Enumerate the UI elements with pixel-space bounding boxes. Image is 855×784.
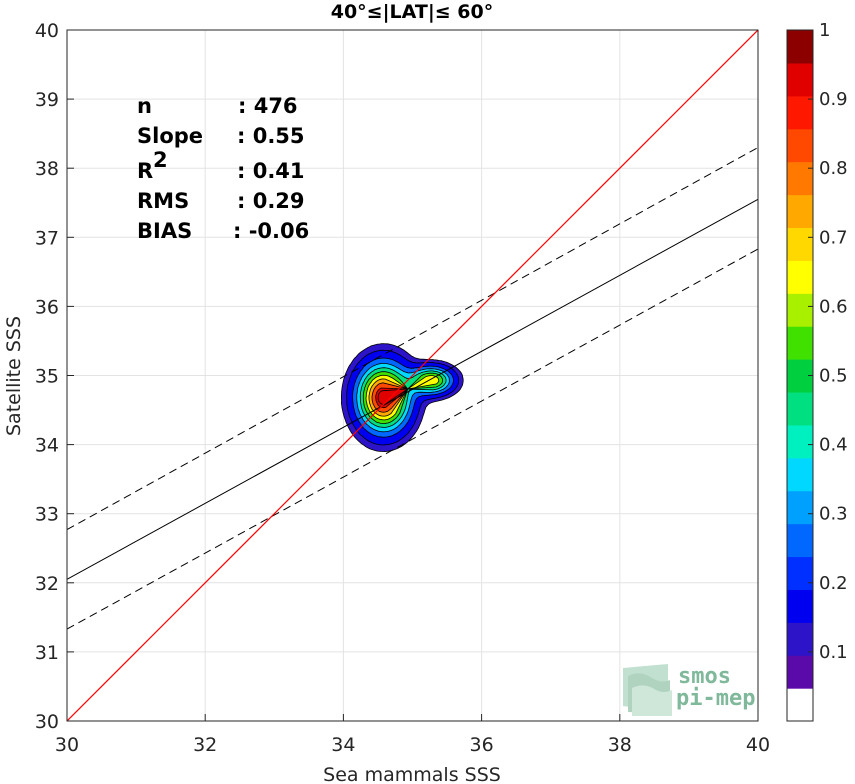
stat-label: Slope <box>137 124 203 148</box>
smos-pimep-logo: smos pi-mep <box>623 664 755 716</box>
stats-box: n : 476 Slope : 0.55 R 2 : 0.41 RMS : 0.29 BIAS : … <box>137 94 309 243</box>
y-tick-label: 38 <box>35 158 59 180</box>
colorbar-tick-label: 0.4 <box>819 435 848 456</box>
chart-title: 40°≤|LAT|≤ 60° <box>331 1 494 23</box>
x-tick-label: 36 <box>470 734 494 756</box>
colorbar-segment <box>787 622 813 656</box>
y-tick-label: 33 <box>35 504 59 526</box>
grid <box>66 29 759 722</box>
colorbar-segment <box>787 128 813 163</box>
colorbar-segment <box>787 688 813 722</box>
colorbar-segment <box>787 523 813 558</box>
y-tick-label: 31 <box>35 642 59 664</box>
colorbar-segment <box>787 30 813 64</box>
colorbar-segment <box>787 326 813 360</box>
colorbar-ticks: 0.1 0.2 0.3 0.4 0.5 0.6 0.7 0.8 0.9 1 <box>808 20 848 663</box>
y-tick-label: 39 <box>35 89 59 111</box>
regression-lines <box>67 30 758 721</box>
y-tick-label: 34 <box>35 435 59 457</box>
x-axis-label: Sea mammals SSS <box>323 764 501 784</box>
colorbar-segment <box>787 95 813 130</box>
y-tick-label: 36 <box>35 296 59 318</box>
colorbar-segment <box>787 556 813 590</box>
logo-waves-icon <box>623 664 672 716</box>
fit-line <box>67 198 758 580</box>
y-tick-label: 37 <box>35 227 59 249</box>
one-to-one-line <box>67 30 758 721</box>
colorbar-segment <box>787 490 813 525</box>
x-axis: 30 32 34 36 38 40 <box>55 714 770 756</box>
colorbar-segment <box>787 161 813 196</box>
confidence-lower-line <box>67 248 758 630</box>
colorbar-segment <box>787 293 813 327</box>
y-tick-label: 35 <box>35 366 59 388</box>
density-contour-band <box>377 388 410 405</box>
colorbar-tick-label: 0.3 <box>819 504 848 525</box>
stat-value: : -0.06 <box>233 219 309 243</box>
x-tick-label: 38 <box>608 734 632 756</box>
colorbar-tick-label: 0.5 <box>819 366 848 387</box>
colorbar-tick-label: 0.7 <box>819 227 848 248</box>
colorbar-segment <box>787 589 813 623</box>
colorbar-tick-label: 0.1 <box>819 642 848 663</box>
stat-label: R <box>137 159 153 183</box>
confidence-upper-line <box>67 147 758 531</box>
colorbar-segment <box>787 194 813 229</box>
stat-superscript: 2 <box>153 148 168 172</box>
colorbar-segment <box>787 62 813 97</box>
stat-label: BIAS <box>137 219 192 243</box>
y-axis: 30 31 32 33 34 35 36 37 38 39 40 <box>35 20 74 733</box>
colorbar-segment <box>787 424 813 459</box>
y-tick-label: 32 <box>35 573 59 595</box>
stat-label: n <box>137 94 152 118</box>
logo-line1: smos <box>678 664 731 689</box>
colorbar-tick-label: 0.6 <box>819 296 848 317</box>
colorbar-segment <box>787 655 813 689</box>
colorbar-segment <box>787 227 813 261</box>
colorbar-segment <box>787 391 813 426</box>
stat-value: : 0.29 <box>237 189 305 213</box>
y-tick-label: 40 <box>35 20 59 42</box>
colorbar-tick-label: 0.9 <box>819 89 848 110</box>
colorbar-tick-label: 0.2 <box>819 573 848 594</box>
x-tick-label: 34 <box>331 734 355 756</box>
colorbar-segment <box>787 260 813 294</box>
x-tick-label: 32 <box>193 734 217 756</box>
y-tick-label: 30 <box>35 711 59 733</box>
x-tick-label: 40 <box>746 734 770 756</box>
stat-value: : 0.55 <box>237 124 305 148</box>
colorbar <box>786 29 814 722</box>
logo-line2: pi-mep <box>676 686 755 711</box>
x-tick-label: 30 <box>55 734 79 756</box>
colorbar-tick-label: 0.8 <box>819 158 848 179</box>
colorbar-tick-label: 1 <box>819 20 830 41</box>
y-axis-label: Satellite SSS <box>3 316 25 436</box>
stat-label: RMS <box>137 189 189 213</box>
colorbar-segment <box>787 457 813 492</box>
stat-value: : 0.41 <box>237 159 305 183</box>
stat-value: : 476 <box>238 94 298 118</box>
